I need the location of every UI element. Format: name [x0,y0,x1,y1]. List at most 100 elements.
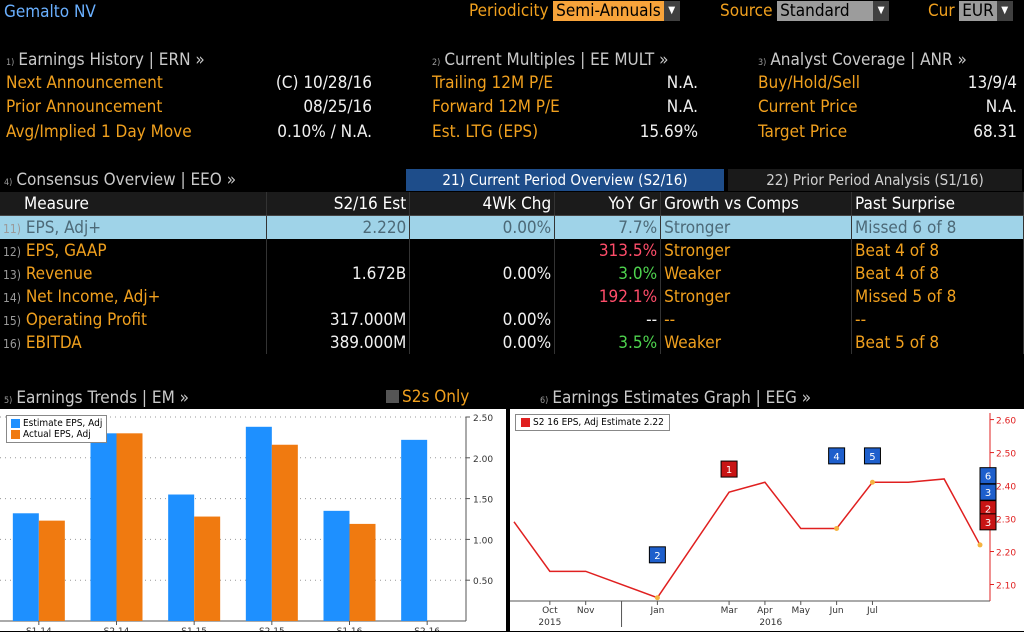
actual-bar[interactable] [194,516,221,621]
event-point[interactable] [977,542,983,548]
earnings-history-header[interactable]: 1) Earnings History | ERN » [6,50,205,70]
blue-event-marker[interactable]: 2 [648,546,666,564]
red-event-marker[interactable]: 3 [979,513,997,531]
actual-bar[interactable] [349,523,376,621]
tab-current-period[interactable]: 21) Current Period Overview (S2/16) [406,169,724,191]
table-row[interactable]: 16) EBITDA 389.000M 0.00% 3.5% Weaker Beat 5 … [0,331,1024,354]
estimates-line-chart: 2.60 2.50 2.40 2.30 2.20 2.10 Oct Nov Jan Mar Apr M… [510,409,1024,631]
marker-box[interactable] [863,447,881,465]
estimates-graph-header[interactable]: 6) Earnings Estimates Graph | EEG » [540,388,812,408]
estimate-bar[interactable] [168,494,195,621]
row-number: 11) [3,221,21,236]
marker-box[interactable] [648,546,666,564]
current-price-value: N.A. [985,97,1017,117]
legend-estimate: Estimate EPS, Adj [23,418,103,429]
analyst-coverage-title[interactable]: Analyst Coverage | ANR » [770,50,967,70]
measure-cell[interactable]: 13) Revenue [0,262,268,285]
estimate-bar[interactable] [12,513,39,621]
blue-event-marker[interactable]: 5 [863,447,881,465]
measure-label: Revenue [25,263,93,284]
marker-label: 1 [726,465,732,476]
measure-cell[interactable]: 14) Net Income, Adj+ [0,285,268,308]
table-row[interactable]: 14) Net Income, Adj+ 192.1% Stronger Missed… [0,285,1024,308]
earnings-trends-title[interactable]: Earnings Trends | EM » [16,388,189,408]
measure-cell[interactable]: 16) EBITDA [0,331,268,354]
measure-cell[interactable]: 12) EPS, GAAP [0,239,268,262]
estimate-bar[interactable] [323,510,350,621]
consensus-header[interactable]: 4) Consensus Overview | EEO » [4,170,237,190]
current-multiples-header[interactable]: 2) Current Multiples | EE MULT » [432,50,669,70]
blue-event-marker[interactable]: 4 [828,447,846,465]
x-tick-label: S2 15 [259,627,285,631]
y-tick-label: 2.40 [996,483,1016,493]
x-year-label: 2016 [759,618,782,628]
estimate-bar[interactable] [245,426,272,621]
currency-dropdown-icon[interactable]: ▼ [996,1,1013,21]
measure-cell[interactable]: 15) Operating Profit [0,308,268,331]
source-dropdown-icon[interactable]: ▼ [873,1,890,21]
periodicity-select[interactable]: Semi-Annuals [553,1,664,21]
measure-cell[interactable]: 11) EPS, Adj+ [0,215,268,239]
col-past-surprise[interactable]: Past Surprise [851,192,1024,216]
measure-label: Net Income, Adj+ [25,286,161,307]
table-row[interactable]: 13) Revenue 1.672B 0.00% 3.0% Weaker Beat 4 o… [0,262,1024,285]
col-4wk-chg[interactable]: 4Wk Chg [409,192,556,216]
marker-box[interactable] [720,460,738,478]
blue-event-marker[interactable]: 3 [979,483,997,501]
col-yoy-gr[interactable]: YoY Gr [554,192,662,216]
s2s-only-label: S2s Only [402,387,470,407]
checkbox-icon[interactable] [386,390,399,403]
marker-box[interactable] [828,447,846,465]
event-point[interactable] [869,479,875,485]
chg-cell [409,285,556,308]
estimate-line-swatch-icon [521,417,530,427]
s2s-only-toggle[interactable]: S2s Only [386,387,469,407]
marker-box[interactable] [979,513,997,531]
tab-prior-period[interactable]: 22) Prior Period Analysis (S1/16) [728,169,1022,191]
estimate-bar[interactable] [401,439,428,621]
yoy-cell: 192.1% [554,285,662,308]
table-row[interactable]: 11) EPS, Adj+ 2.220 0.00% 7.7% Stronger Misse… [0,215,1024,239]
source-control: Source Standard ▼ [720,1,890,21]
estimates-graph-title[interactable]: Earnings Estimates Graph | EEG » [552,388,812,408]
actual-bar[interactable] [116,433,143,621]
col-measure[interactable]: Measure [0,192,268,216]
earnings-trends-header[interactable]: 5) Earnings Trends | EM » [4,388,189,408]
col-growth-vs-comps[interactable]: Growth vs Comps [660,192,853,216]
event-point[interactable] [654,595,660,601]
currency-select[interactable]: EUR [959,1,997,21]
analyst-coverage-header[interactable]: 3) Analyst Coverage | ANR » [758,50,967,70]
prior-announcement-value: 08/25/16 [303,97,372,117]
ltg-label: Est. LTG (EPS) [432,122,539,142]
x-tick-label: S2 14 [104,627,130,631]
red-event-marker[interactable]: 1 [720,460,738,478]
actual-bar[interactable] [271,444,298,621]
target-price-value: 68.31 [973,122,1017,142]
table-row[interactable]: 15) Operating Profit 317.000M 0.00% -- -- -- [0,308,1024,331]
source-select[interactable]: Standard [777,1,874,21]
event-point[interactable] [834,525,840,531]
x-tick-label: S2 16 [414,627,440,631]
blue-event-marker[interactable]: 6 [979,467,997,485]
estimate-line[interactable] [513,478,981,599]
row-number: 14) [3,290,21,305]
current-multiples-title[interactable]: Current Multiples | EE MULT » [444,50,669,70]
consensus-title[interactable]: Consensus Overview | EEO » [16,170,237,190]
yoy-cell: -- [554,308,662,331]
earnings-history-title[interactable]: Earnings History | ERN » [18,50,205,70]
x-tick-label: S1 15 [181,627,207,631]
next-announcement-label: Next Announcement [6,73,163,93]
table-row[interactable]: 12) EPS, GAAP 313.5% Stronger Beat 4 of 8 [0,239,1024,262]
red-event-marker[interactable]: 2 [979,500,997,518]
col-est[interactable]: S2/16 Est [266,192,411,216]
periodicity-dropdown-icon[interactable]: ▼ [663,1,680,21]
y-tick-label: 2.00 [473,455,493,465]
x-tick-label: May [791,606,810,616]
day-move-label: Avg/Implied 1 Day Move [6,122,192,142]
comps-cell: -- [660,308,853,331]
actual-bar[interactable] [38,520,65,621]
estimate-bar[interactable] [90,433,117,621]
x-tick-label: Mar [721,606,738,616]
surprise-cell: Beat 4 of 8 [851,262,1024,285]
row-number: 16) [3,336,21,351]
